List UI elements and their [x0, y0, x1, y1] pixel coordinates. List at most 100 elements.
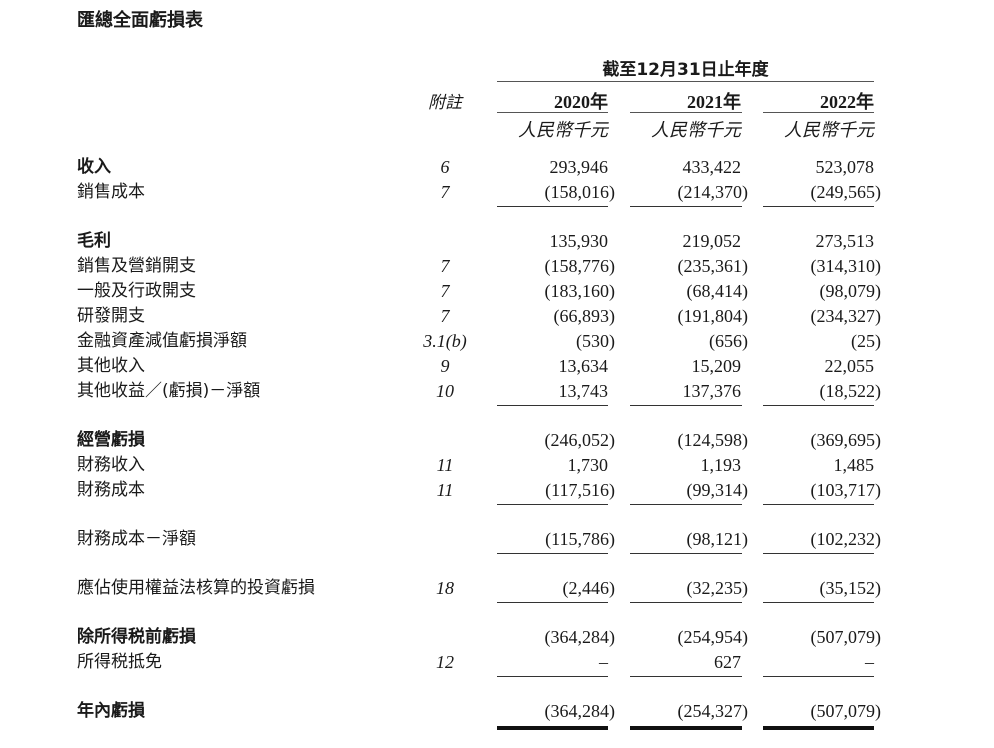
row-note: 11 — [436, 480, 454, 500]
section-underline — [0, 601, 994, 622]
row-value: (124,598) — [677, 430, 749, 450]
row-note: 12 — [436, 652, 454, 672]
row-value: 1,193 — [700, 455, 742, 475]
row-value: 22,055 — [824, 356, 875, 376]
row-value: (68,414) — [686, 281, 749, 301]
row-label: 銷售及營銷開支 — [77, 256, 196, 276]
underline-rule — [630, 504, 742, 505]
underline-rule — [497, 726, 608, 730]
table-row: 財務成本－淨額 (115,786) (98,121) (102,232) — [0, 527, 994, 552]
row-label: 財務收入 — [77, 455, 145, 475]
period-header: 截至12月31日止年度 — [602, 60, 769, 80]
underline-rule — [497, 405, 608, 406]
table-row: 年內虧損 (364,284) (254,327) (507,079) — [0, 699, 994, 724]
underline-rule — [763, 504, 874, 505]
row-value: 137,376 — [682, 381, 742, 401]
row-label: 除所得税前虧損 — [77, 627, 196, 647]
table-row: 所得税抵免 12 – 627 – — [0, 650, 994, 675]
section-underline — [0, 552, 994, 573]
note-header: 附註 — [428, 93, 462, 113]
table-row: 財務收入 11 1,730 1,193 1,485 — [0, 453, 994, 478]
row-note: 11 — [436, 455, 454, 475]
row-value: 293,946 — [549, 157, 609, 177]
row-label: 其他收入 — [77, 356, 145, 376]
statement-section: 經營虧損 (246,052) (124,598) (369,695) 財務收入 11 1,7… — [0, 428, 994, 527]
header-rule — [497, 81, 874, 82]
row-value: – — [599, 652, 608, 672]
row-value: (158,776) — [544, 256, 616, 276]
section-underline — [0, 675, 994, 696]
underline-rule — [630, 602, 742, 603]
underline-rule — [630, 553, 742, 554]
row-value: (115,786) — [545, 529, 615, 549]
row-note: 9 — [440, 356, 450, 376]
section-underline — [0, 724, 994, 745]
row-note: 7 — [440, 182, 450, 202]
row-label: 其他收益／(虧損)－淨額 — [77, 381, 261, 401]
row-value: 13,634 — [558, 356, 609, 376]
year-rule — [763, 112, 874, 113]
table-row: 研發開支 7 (66,893) (191,804) (234,327) — [0, 304, 994, 329]
row-value: (117,516) — [545, 480, 615, 500]
row-note: 18 — [436, 578, 454, 598]
table-row: 經營虧損 (246,052) (124,598) (369,695) — [0, 428, 994, 453]
section-underline — [0, 404, 994, 425]
underline-rule — [630, 206, 742, 207]
currency-unit: 人民幣千元 — [518, 120, 608, 141]
row-value: (103,717) — [810, 480, 882, 500]
table-row: 銷售成本 7 (158,016) (214,370) (249,565) — [0, 180, 994, 205]
row-label: 財務成本 — [77, 480, 145, 500]
row-value: 135,930 — [549, 231, 609, 251]
row-note: 10 — [436, 381, 454, 401]
row-value: (214,370) — [677, 182, 749, 202]
underline-rule — [497, 676, 608, 677]
row-value: 627 — [714, 652, 741, 672]
row-value: (246,052) — [544, 430, 616, 450]
statement-section: 財務成本－淨額 (115,786) (98,121) (102,232) — [0, 527, 994, 576]
row-value: (314,310) — [810, 256, 882, 276]
row-value: (369,695) — [810, 430, 882, 450]
row-label: 銷售成本 — [77, 182, 145, 202]
row-value: (254,327) — [677, 701, 749, 721]
row-note: 7 — [440, 281, 450, 301]
row-value: 219,052 — [682, 231, 742, 251]
table-row: 除所得税前虧損 (364,284) (254,954) (507,079) — [0, 625, 994, 650]
row-label: 金融資產減值虧損淨額 — [77, 331, 247, 351]
underline-rule — [763, 553, 874, 554]
table-row: 其他收益／(虧損)－淨額 10 13,743 137,376 (18,522) — [0, 379, 994, 404]
row-value: (235,361) — [677, 256, 749, 276]
statement-title: 匯總全面虧損表 — [77, 10, 203, 31]
row-label: 研發開支 — [77, 306, 145, 326]
row-value: – — [865, 652, 874, 672]
underline-rule — [497, 553, 608, 554]
row-label: 一般及行政開支 — [77, 281, 196, 301]
row-label: 財務成本－淨額 — [77, 529, 196, 549]
row-value: (183,160) — [544, 281, 616, 301]
row-value: 433,422 — [682, 157, 742, 177]
year-rule — [630, 112, 742, 113]
row-value: 15,209 — [691, 356, 742, 376]
underline-rule — [497, 602, 608, 603]
row-value: 523,078 — [815, 157, 875, 177]
row-value: (98,121) — [686, 529, 749, 549]
statement-section: 年內虧損 (364,284) (254,327) (507,079) — [0, 699, 994, 748]
row-value: (234,327) — [810, 306, 882, 326]
currency-unit: 人民幣千元 — [651, 120, 741, 141]
row-value: (249,565) — [810, 182, 882, 202]
currency-unit: 人民幣千元 — [784, 120, 874, 141]
row-label: 收入 — [77, 157, 111, 177]
table-row: 收入 6 293,946 433,422 523,078 — [0, 155, 994, 180]
table-row: 財務成本 11 (117,516) (99,314) (103,717) — [0, 478, 994, 503]
row-value: (98,079) — [819, 281, 882, 301]
row-value: (35,152) — [819, 578, 882, 598]
table-row: 應佔使用權益法核算的投資虧損 18 (2,446) (32,235) (35,152) — [0, 576, 994, 601]
row-label: 毛利 — [77, 231, 111, 251]
statement-section: 毛利 135,930 219,052 273,513 銷售及營銷開支 7 (158,776)… — [0, 229, 994, 428]
year-header-2021: 2021年 — [687, 92, 741, 112]
row-value: (66,893) — [553, 306, 616, 326]
row-value: (254,954) — [677, 627, 749, 647]
row-value: (530) — [576, 331, 615, 351]
row-value: (364,284) — [544, 701, 616, 721]
row-value: (158,016) — [544, 182, 616, 202]
row-value: (102,232) — [810, 529, 882, 549]
